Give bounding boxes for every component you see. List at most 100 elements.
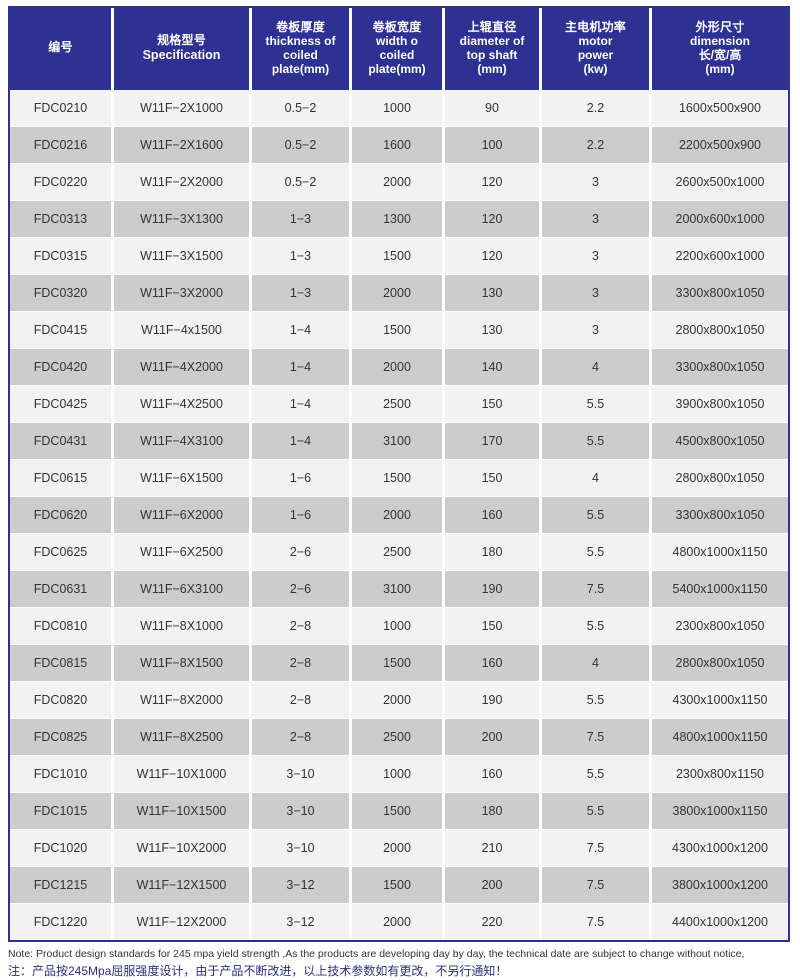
column-header-cn: 编号 (48, 40, 73, 55)
cell-power: 5.5 (542, 608, 652, 645)
table-row: FDC0320 W11F−3X2000 1−3 2000 130 3 3300x800x10… (10, 275, 788, 312)
column-header-en: (kw) (583, 61, 608, 76)
cell-width: 2000 (352, 349, 445, 386)
cell-dimension: 2800x800x1050 (652, 460, 788, 497)
cell-width: 1500 (352, 460, 445, 497)
cell-dimension: 3800x1000x1150 (652, 793, 788, 830)
cell-dimension: 4800x1000x1150 (652, 719, 788, 756)
cell-power: 5.5 (542, 756, 652, 793)
cell-shaft: 120 (445, 238, 542, 275)
cell-width: 2500 (352, 534, 445, 571)
cell-code: FDC0820 (10, 682, 114, 719)
cell-code: FDC0425 (10, 386, 114, 423)
cell-shaft: 160 (445, 497, 542, 534)
cell-code: FDC1215 (10, 867, 114, 904)
cell-shaft: 160 (445, 645, 542, 682)
cell-power: 5.5 (542, 793, 652, 830)
cell-spec: W11F−10X1500 (114, 793, 252, 830)
cell-thickness: 0.5−2 (252, 164, 352, 201)
table-row: FDC1215 W11F−12X1500 3−12 1500 200 7.5 3800x10… (10, 867, 788, 904)
table-row: FDC0315 W11F−3X1500 1−3 1500 120 3 2200x600x10… (10, 238, 788, 275)
cell-power: 7.5 (542, 867, 652, 904)
cell-shaft: 130 (445, 275, 542, 312)
column-header-en: (mm) (477, 61, 507, 76)
table-row: FDC0815 W11F−8X1500 2−8 1500 160 4 2800x800x10… (10, 645, 788, 682)
table-row: FDC1220 W11F−12X2000 3−12 2000 220 7.5 4400x10… (10, 904, 788, 940)
column-header-spec: 规格型号 Specification (114, 8, 252, 90)
cell-thickness: 3−10 (252, 830, 352, 867)
cell-spec: W11F−6X1500 (114, 460, 252, 497)
column-header-en: Specification (142, 48, 221, 63)
cell-power: 7.5 (542, 571, 652, 608)
column-header-en: top shaft (466, 47, 518, 62)
cell-dimension: 4300x1000x1150 (652, 682, 788, 719)
column-header-shaft: 上辊直径 diameter of top shaft (mm) (445, 8, 542, 90)
cell-width: 1300 (352, 201, 445, 238)
cell-code: FDC0620 (10, 497, 114, 534)
cell-width: 2000 (352, 904, 445, 940)
column-header-en: dimension (689, 33, 750, 48)
table-row: FDC0620 W11F−6X2000 1−6 2000 160 5.5 3300x800x… (10, 497, 788, 534)
column-header-cn: 卷板宽度 (372, 19, 422, 34)
cell-dimension: 3300x800x1050 (652, 349, 788, 386)
column-header-code: 编号 (10, 8, 114, 90)
cell-thickness: 3−12 (252, 904, 352, 940)
cell-thickness: 1−6 (252, 460, 352, 497)
cell-dimension: 4300x1000x1200 (652, 830, 788, 867)
cell-power: 3 (542, 312, 652, 349)
cell-shaft: 170 (445, 423, 542, 460)
column-header-en: thickness of (265, 33, 336, 48)
cell-shaft: 140 (445, 349, 542, 386)
column-header-en: motor (578, 33, 613, 48)
cell-width: 1500 (352, 312, 445, 349)
cell-shaft: 130 (445, 312, 542, 349)
cell-spec: W11F−8X1000 (114, 608, 252, 645)
cell-width: 2000 (352, 497, 445, 534)
cell-dimension: 2000x600x1000 (652, 201, 788, 238)
header-row: 编号 规格型号 Specification 卷板厚度 thickness of coile… (10, 8, 788, 90)
column-header-en: plate(mm) (271, 61, 330, 76)
cell-power: 2.2 (542, 90, 652, 127)
cell-width: 2000 (352, 830, 445, 867)
cell-shaft: 150 (445, 460, 542, 497)
column-header-en: (mm) (705, 61, 735, 76)
cell-width: 3100 (352, 423, 445, 460)
cell-spec: W11F−10X2000 (114, 830, 252, 867)
table-row: FDC0415 W11F−4x1500 1−4 1500 130 3 2800x800x10… (10, 312, 788, 349)
cell-thickness: 2−8 (252, 719, 352, 756)
table-row: FDC1010 W11F−10X1000 3−10 1000 160 5.5 2300x80… (10, 756, 788, 793)
cell-spec: W11F−4X3100 (114, 423, 252, 460)
cell-thickness: 3−10 (252, 793, 352, 830)
cell-thickness: 3−12 (252, 867, 352, 904)
cell-code: FDC0420 (10, 349, 114, 386)
cell-thickness: 2−8 (252, 608, 352, 645)
table-row: FDC0810 W11F−8X1000 2−8 1000 150 5.5 2300x800x… (10, 608, 788, 645)
cell-dimension: 2200x600x1000 (652, 238, 788, 275)
cell-dimension: 1600x500x900 (652, 90, 788, 127)
cell-code: FDC0810 (10, 608, 114, 645)
cell-code: FDC0825 (10, 719, 114, 756)
cell-power: 5.5 (542, 497, 652, 534)
cell-spec: W11F−2X1600 (114, 127, 252, 164)
cell-spec: W11F−12X1500 (114, 867, 252, 904)
cell-width: 1500 (352, 867, 445, 904)
cell-shaft: 210 (445, 830, 542, 867)
cell-thickness: 1−4 (252, 312, 352, 349)
cell-code: FDC0210 (10, 90, 114, 127)
cell-shaft: 190 (445, 682, 542, 719)
cell-thickness: 0.5−2 (252, 127, 352, 164)
cell-code: FDC1015 (10, 793, 114, 830)
cell-spec: W11F−6X3100 (114, 571, 252, 608)
cell-shaft: 180 (445, 793, 542, 830)
cell-power: 4 (542, 349, 652, 386)
column-header-cn: 主电机功率 (564, 19, 626, 34)
column-header-en: power (577, 47, 614, 62)
cell-code: FDC0625 (10, 534, 114, 571)
cell-width: 1500 (352, 793, 445, 830)
table-row: FDC0631 W11F−6X3100 2−6 3100 190 7.5 5400x1000… (10, 571, 788, 608)
cell-shaft: 90 (445, 90, 542, 127)
cell-dimension: 3900x800x1050 (652, 386, 788, 423)
cell-shaft: 120 (445, 164, 542, 201)
note-chinese: 注：产品按245Mpa屈服强度设计，由于产品不断改进，以上技术参数如有更改，不另… (8, 964, 508, 979)
cell-power: 5.5 (542, 534, 652, 571)
